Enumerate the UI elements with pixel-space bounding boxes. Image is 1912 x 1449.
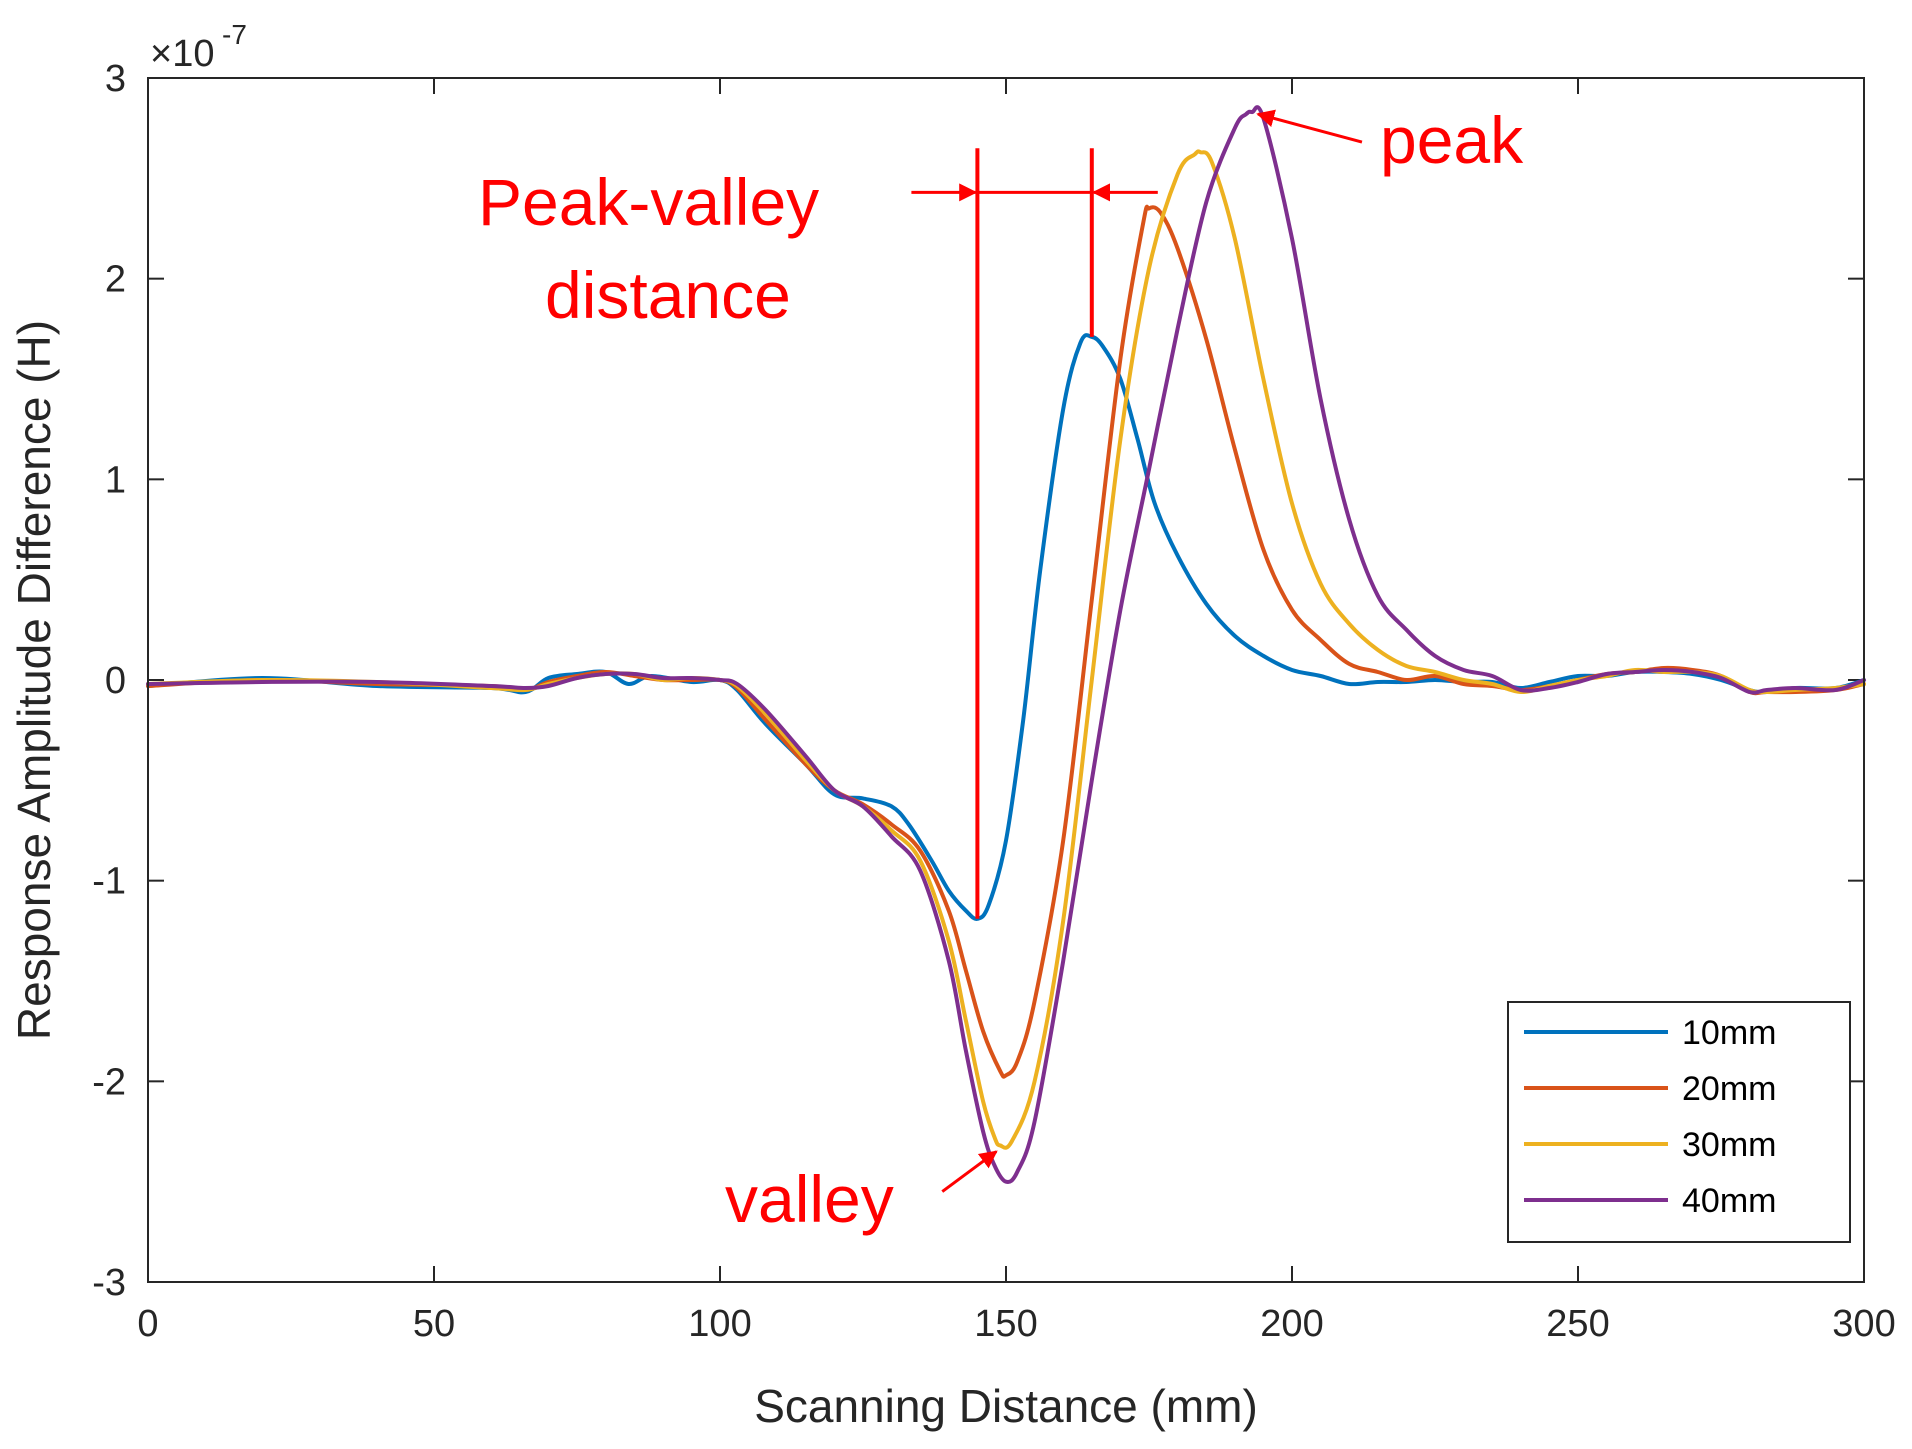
x-tick-label: 50 xyxy=(413,1303,455,1345)
valley-arrow xyxy=(941,1150,998,1193)
y-tick-label: 2 xyxy=(105,259,126,301)
annotation-marks xyxy=(911,109,1363,1193)
legend-label-20mm: 20mm xyxy=(1682,1070,1776,1108)
annotation-peak-valley-line1: Peak-valley xyxy=(478,165,819,239)
legend-label-10mm: 10mm xyxy=(1682,1014,1776,1052)
legend-label-40mm: 40mm xyxy=(1682,1182,1776,1220)
y-axis-exponent-base: ×10 xyxy=(150,33,214,75)
y-tick-label: 0 xyxy=(105,660,126,702)
x-tick-label: 0 xyxy=(137,1303,158,1345)
x-axis-ticks: 0 50 100 150 200 250 300 xyxy=(137,78,1896,1345)
y-axis-exponent-power: -7 xyxy=(222,19,247,50)
x-tick-label: 150 xyxy=(974,1303,1037,1345)
peak-arrow xyxy=(1256,109,1363,144)
x-axis-label: Scanning Distance (mm) xyxy=(754,1380,1258,1432)
y-axis-ticks: -3 -2 -1 0 1 2 3 xyxy=(92,58,1864,1304)
legend-box xyxy=(1507,1001,1851,1243)
y-tick-label: 1 xyxy=(105,459,126,501)
legend-label-30mm: 30mm xyxy=(1682,1126,1776,1164)
x-tick-label: 100 xyxy=(688,1303,751,1345)
annotation-peak-valley-line2: distance xyxy=(545,258,791,332)
y-tick-label: -2 xyxy=(92,1061,126,1103)
axes-frame xyxy=(147,77,1865,1283)
legend: 10mm 20mm 30mm 40mm xyxy=(1507,1001,1851,1243)
annotation-peak: peak xyxy=(1380,103,1524,177)
x-tick-label: 300 xyxy=(1832,1303,1895,1345)
y-axis-label: Response Amplitude Difference (H) xyxy=(8,320,60,1040)
series-line-40mm xyxy=(146,105,1866,1184)
x-tick-label: 200 xyxy=(1260,1303,1323,1345)
annotation-valley: valley xyxy=(725,1162,894,1236)
series-lines xyxy=(146,105,1866,1184)
y-tick-label: -3 xyxy=(92,1262,126,1304)
x-tick-label: 250 xyxy=(1546,1303,1609,1345)
y-tick-label: -1 xyxy=(92,861,126,903)
y-tick-label: 3 xyxy=(105,58,126,100)
